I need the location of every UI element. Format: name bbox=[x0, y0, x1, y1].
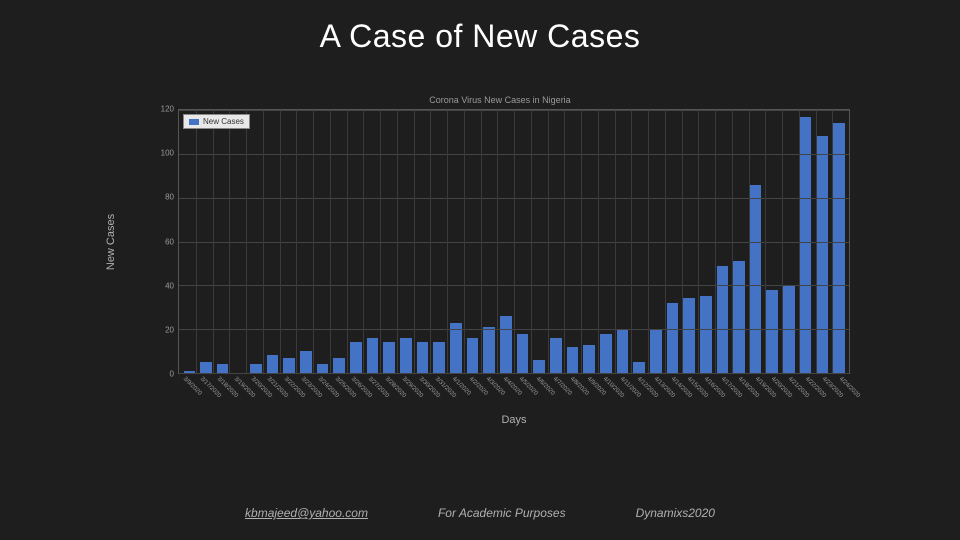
bar bbox=[433, 342, 445, 373]
chart-container: Corona Virus New Cases in Nigeria New Ca… bbox=[150, 95, 850, 415]
gridline-v bbox=[481, 110, 482, 373]
gridline-v bbox=[514, 110, 515, 373]
bar bbox=[317, 364, 329, 373]
bar bbox=[833, 123, 845, 373]
bar bbox=[683, 298, 695, 373]
bar bbox=[550, 338, 562, 373]
gridline-v bbox=[816, 110, 817, 373]
bar bbox=[700, 296, 712, 373]
x-axis-label: Days bbox=[178, 414, 850, 426]
bar bbox=[717, 266, 729, 373]
bar bbox=[283, 358, 295, 373]
plot-container: New Cases 020406080100120 New Cases bbox=[150, 109, 850, 374]
bar bbox=[500, 316, 512, 373]
bar bbox=[600, 334, 612, 373]
gridline-v bbox=[548, 110, 549, 373]
bar bbox=[400, 338, 412, 373]
gridline-v bbox=[749, 110, 750, 373]
bar bbox=[300, 351, 312, 373]
gridline-v bbox=[648, 110, 649, 373]
gridline-v bbox=[213, 110, 214, 373]
plot-area: New Cases bbox=[178, 109, 850, 374]
gridline-v bbox=[363, 110, 364, 373]
gridline-v bbox=[263, 110, 264, 373]
gridline-v bbox=[732, 110, 733, 373]
gridline-v bbox=[631, 110, 632, 373]
bar bbox=[417, 342, 429, 373]
footer-purpose: For Academic Purposes bbox=[438, 506, 566, 520]
bar bbox=[816, 136, 828, 373]
bar bbox=[533, 360, 545, 373]
bar bbox=[667, 303, 679, 373]
y-tick: 0 bbox=[170, 370, 174, 379]
bar bbox=[467, 338, 479, 373]
y-tick: 80 bbox=[165, 193, 174, 202]
bar bbox=[367, 338, 379, 373]
bar bbox=[217, 364, 229, 373]
bar bbox=[333, 358, 345, 373]
y-tick: 20 bbox=[165, 325, 174, 334]
gridline-v bbox=[782, 110, 783, 373]
legend-swatch bbox=[189, 119, 199, 125]
gridline-v bbox=[581, 110, 582, 373]
gridline-v bbox=[313, 110, 314, 373]
x-axis: Days 3/9/20203/17/20203/18/20203/19/2020… bbox=[178, 374, 850, 414]
bar bbox=[250, 364, 262, 373]
gridline-v bbox=[447, 110, 448, 373]
y-tick: 60 bbox=[165, 237, 174, 246]
bar bbox=[200, 362, 212, 373]
bar bbox=[633, 362, 645, 373]
y-tick: 40 bbox=[165, 281, 174, 290]
bar bbox=[383, 342, 395, 373]
gridline-v bbox=[715, 110, 716, 373]
y-tick: 120 bbox=[161, 105, 174, 114]
bar bbox=[733, 261, 745, 373]
slide-title: A Case of New Cases bbox=[0, 0, 960, 55]
y-tick: 100 bbox=[161, 149, 174, 158]
bar bbox=[650, 329, 662, 373]
chart-legend: New Cases bbox=[183, 114, 250, 129]
gridline-v bbox=[347, 110, 348, 373]
bar bbox=[567, 347, 579, 373]
bar bbox=[750, 185, 762, 373]
bar bbox=[267, 355, 279, 373]
bar bbox=[350, 342, 362, 373]
gridline-v bbox=[296, 110, 297, 373]
gridline-v bbox=[330, 110, 331, 373]
footer: kbmajeed@yahoo.com For Academic Purposes… bbox=[0, 506, 960, 520]
gridline-v bbox=[464, 110, 465, 373]
gridline-v bbox=[765, 110, 766, 373]
gridline-v bbox=[698, 110, 699, 373]
gridline-v bbox=[531, 110, 532, 373]
bar bbox=[583, 345, 595, 373]
gridline-v bbox=[414, 110, 415, 373]
gridline-v bbox=[682, 110, 683, 373]
legend-label: New Cases bbox=[203, 117, 244, 126]
y-axis: 020406080100120 bbox=[150, 109, 178, 374]
footer-credit: Dynamixs2020 bbox=[636, 506, 715, 520]
gridline-v bbox=[380, 110, 381, 373]
gridline-v bbox=[598, 110, 599, 373]
gridline-v bbox=[229, 110, 230, 373]
gridline-v bbox=[430, 110, 431, 373]
gridline-v bbox=[665, 110, 666, 373]
bar bbox=[517, 334, 529, 373]
gridline-v bbox=[246, 110, 247, 373]
bar bbox=[766, 290, 778, 373]
gridline-v bbox=[832, 110, 833, 373]
gridline-v bbox=[564, 110, 565, 373]
bar bbox=[800, 117, 812, 373]
gridline-v bbox=[497, 110, 498, 373]
gridline-v bbox=[615, 110, 616, 373]
gridline-v bbox=[799, 110, 800, 373]
gridline-v bbox=[280, 110, 281, 373]
footer-email[interactable]: kbmajeed@yahoo.com bbox=[245, 506, 368, 520]
chart-title: Corona Virus New Cases in Nigeria bbox=[150, 95, 850, 105]
y-axis-label: New Cases bbox=[105, 213, 117, 269]
gridline-v bbox=[397, 110, 398, 373]
bar bbox=[483, 327, 495, 373]
bar bbox=[617, 329, 629, 373]
gridline-v bbox=[196, 110, 197, 373]
